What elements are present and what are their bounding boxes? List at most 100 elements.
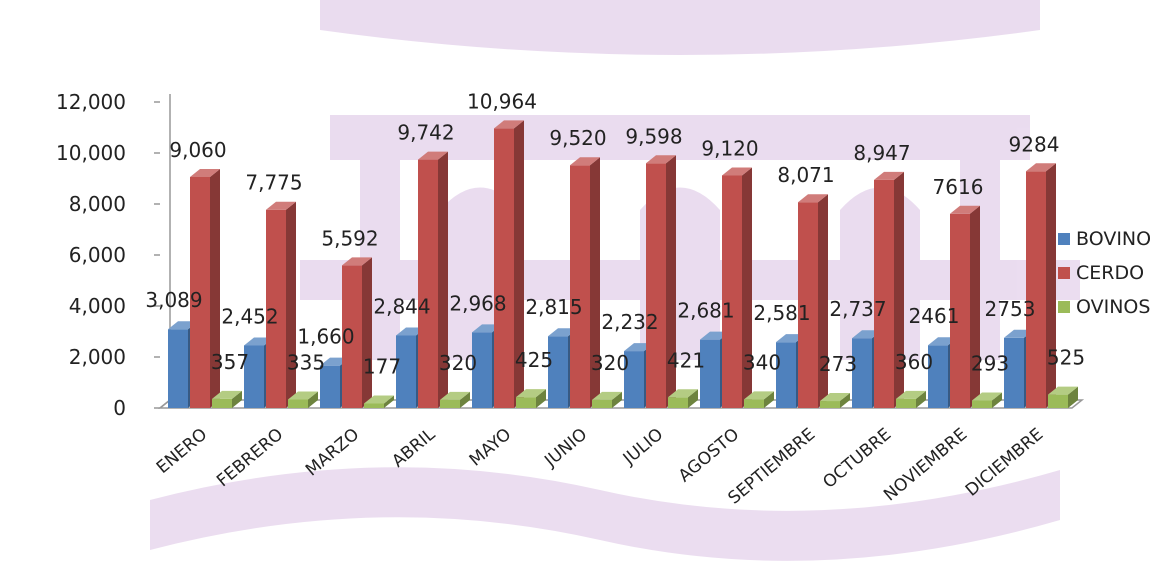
bar-side xyxy=(460,391,470,408)
bar-front xyxy=(570,165,590,408)
bar-side xyxy=(894,171,904,408)
bar-ovinos xyxy=(668,389,698,408)
legend-swatch-ovinos xyxy=(1058,301,1070,313)
bar-top xyxy=(494,120,524,129)
data-label-bovino: 1,660 xyxy=(297,325,354,349)
bar-top xyxy=(798,194,828,203)
bar-cerdo xyxy=(494,120,524,408)
bar-side xyxy=(514,120,524,408)
bar-side xyxy=(1068,386,1078,408)
data-label-bovino: 2753 xyxy=(985,297,1036,321)
bar-side xyxy=(666,155,676,408)
bar-cerdo xyxy=(570,157,600,408)
data-label-bovino: 2,844 xyxy=(373,294,430,318)
legend-swatch-cerdo xyxy=(1058,267,1070,279)
bar-top xyxy=(744,391,774,400)
bar-front xyxy=(700,339,720,408)
category-label: ABRIL xyxy=(388,424,439,472)
bar-front xyxy=(798,202,818,408)
bar-front xyxy=(1026,171,1046,408)
data-label-bovino: 2,681 xyxy=(677,299,734,323)
category-label: MAYO xyxy=(466,425,515,471)
data-label-cerdo: 9,742 xyxy=(397,121,454,145)
bar-top xyxy=(896,390,926,399)
data-label-ovinos: 335 xyxy=(287,350,325,374)
bar-side xyxy=(210,168,220,408)
bar-front xyxy=(190,176,210,408)
bar-top xyxy=(288,391,318,400)
data-label-cerdo: 8,071 xyxy=(777,163,834,187)
bar-ovinos xyxy=(364,395,394,408)
bar-cerdo xyxy=(1026,163,1056,408)
bar-front xyxy=(494,128,514,408)
bar-front xyxy=(928,345,948,408)
data-label-ovinos: 320 xyxy=(591,351,629,375)
bar-top xyxy=(646,155,676,164)
category-label: ENERO xyxy=(153,425,211,479)
data-label-ovinos: 320 xyxy=(439,351,477,375)
data-label-cerdo: 8,947 xyxy=(853,141,910,165)
bar-front xyxy=(244,345,264,408)
data-label-bovino: 2,737 xyxy=(829,297,886,321)
data-label-ovinos: 293 xyxy=(971,352,1009,376)
bar-front xyxy=(516,397,536,408)
data-label-cerdo: 7616 xyxy=(933,175,984,199)
bar-side xyxy=(590,157,600,408)
bar-front xyxy=(1048,394,1068,408)
data-label-cerdo: 9,520 xyxy=(549,126,606,150)
legend-swatch-bovino xyxy=(1058,233,1070,245)
bar-front xyxy=(342,265,362,408)
bar-side xyxy=(536,389,546,408)
data-label-ovinos: 525 xyxy=(1047,346,1085,370)
bar-side xyxy=(286,201,296,408)
bar-ovinos xyxy=(288,391,318,408)
bar-side xyxy=(764,391,774,408)
bar-cerdo xyxy=(950,205,980,408)
bar-top xyxy=(364,395,394,404)
data-label-bovino: 2461 xyxy=(909,304,960,328)
floor-plane xyxy=(157,399,1085,409)
bar-front xyxy=(722,175,742,408)
legend-label-ovinos: OVINOS xyxy=(1076,296,1150,318)
bar-ovinos xyxy=(896,390,926,408)
bar-top xyxy=(342,257,372,266)
bar-ovinos xyxy=(592,391,622,408)
data-label-bovino: 2,968 xyxy=(449,291,506,315)
bar-side xyxy=(970,205,980,408)
bar-cerdo xyxy=(646,155,676,408)
bar-front xyxy=(266,209,286,408)
data-label-ovinos: 273 xyxy=(819,352,857,376)
data-label-bovino: 3,089 xyxy=(145,288,202,312)
bar-top xyxy=(418,151,448,160)
bar-front xyxy=(972,400,992,408)
data-label-ovinos: 360 xyxy=(895,350,933,374)
bar-side xyxy=(362,257,372,408)
bar-front xyxy=(212,398,232,408)
bar-side xyxy=(1046,163,1056,408)
y-tick-label: 10,000 xyxy=(56,141,126,165)
bar-front xyxy=(776,342,796,408)
data-label-cerdo: 10,964 xyxy=(467,89,537,113)
legend: BOVINO CERDO OVINOS xyxy=(1058,228,1151,318)
bar-top xyxy=(1026,163,1056,172)
bar-side xyxy=(992,392,1002,408)
bar-top xyxy=(592,391,622,400)
bar-ovinos xyxy=(744,391,774,408)
y-tick-label: 0 xyxy=(113,396,126,420)
bar-side xyxy=(840,393,850,408)
category-label: AGOSTO xyxy=(675,425,743,487)
y-tick-label: 6,000 xyxy=(69,243,126,267)
bar-front xyxy=(646,163,666,408)
bar-ovinos xyxy=(820,393,850,408)
bar-front xyxy=(288,399,308,408)
bar-front xyxy=(440,399,460,408)
bar-side xyxy=(818,194,828,408)
axes-layer: 0 2,000 4,000 6,000 8,000 10,000 12,000 xyxy=(56,90,1085,420)
data-label-cerdo: 7,775 xyxy=(245,171,302,195)
data-label-ovinos: 177 xyxy=(363,354,401,378)
bar-side xyxy=(438,151,448,409)
bar-top xyxy=(950,205,980,214)
bar-front xyxy=(592,399,612,408)
